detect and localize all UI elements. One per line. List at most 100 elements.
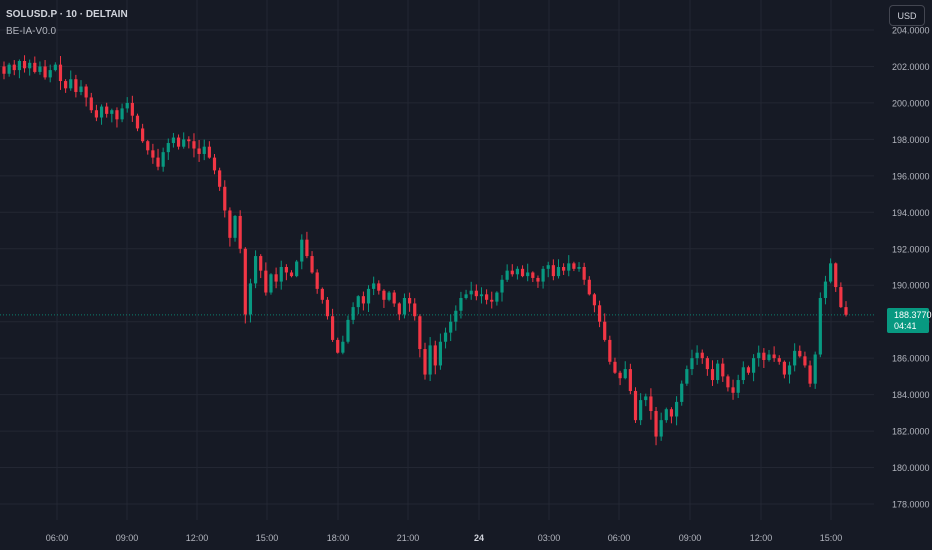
- candle-body: [418, 316, 422, 350]
- candle-down: [58, 56, 63, 90]
- candle-body: [485, 294, 489, 300]
- candle-body: [813, 354, 817, 384]
- candle-body: [207, 146, 211, 158]
- candle-body: [690, 358, 694, 370]
- candle-up: [110, 108, 114, 123]
- indicator-label[interactable]: BE-IA-V0.0: [6, 26, 57, 37]
- candle-body: [731, 387, 735, 393]
- candle-up: [526, 263, 530, 282]
- candle-down: [361, 291, 365, 311]
- candle-body: [726, 376, 730, 388]
- candle-down: [325, 297, 330, 320]
- candle-up: [171, 132, 176, 148]
- candle-up: [17, 59, 22, 79]
- candle-body: [366, 288, 371, 304]
- candle-down: [531, 271, 535, 283]
- candle-down: [782, 360, 786, 379]
- y-tick-label: 204.0000: [892, 26, 930, 36]
- candle-up: [233, 214, 237, 242]
- candle-body: [798, 350, 802, 357]
- candle-body: [562, 267, 566, 271]
- candle-body: [105, 106, 109, 114]
- candle-body: [341, 341, 345, 353]
- candle-up: [495, 291, 499, 306]
- candle-body: [79, 86, 83, 92]
- candle-up: [680, 380, 684, 406]
- candle-body: [382, 290, 386, 300]
- candle-body: [161, 152, 165, 167]
- candle-body: [402, 297, 407, 315]
- candle-body: [762, 352, 766, 360]
- candle-body: [84, 86, 88, 98]
- candle-body: [22, 60, 27, 69]
- candle-up: [741, 361, 745, 385]
- grid-lines: [0, 0, 874, 520]
- candle-down: [243, 247, 247, 324]
- candle-down: [130, 95, 134, 122]
- candle-body: [577, 267, 581, 269]
- candle-body: [520, 268, 525, 277]
- candle-down: [89, 92, 93, 114]
- candle-up: [372, 276, 376, 296]
- candle-down: [418, 314, 422, 358]
- candle-body: [710, 369, 715, 381]
- x-tick-label: 15:00: [256, 533, 279, 543]
- candle-body: [428, 345, 432, 375]
- x-tick-label: 21:00: [397, 533, 420, 543]
- candle-up: [279, 260, 283, 290]
- candle-body: [464, 294, 468, 298]
- x-axis[interactable]: 06:00 09:00 12:00 15:00 18:00 21:00 24 03:00 06:…: [46, 533, 843, 543]
- candle-body: [336, 339, 340, 353]
- candle-body: [628, 369, 632, 391]
- candle-up: [469, 281, 473, 300]
- candle-body: [253, 256, 258, 284]
- candle-body: [156, 157, 160, 167]
- candle-body: [772, 354, 776, 359]
- candle-body: [736, 380, 740, 393]
- candle-body: [315, 272, 319, 289]
- candle-down: [592, 292, 597, 313]
- candle-body: [433, 345, 437, 366]
- candle-up: [459, 291, 463, 319]
- candle-down: [207, 141, 211, 159]
- symbol-title[interactable]: SOLUSD.P · 10 · DELTAIN: [6, 9, 128, 20]
- candle-body: [654, 411, 658, 437]
- candle-down: [392, 290, 396, 307]
- candle-down: [587, 276, 591, 296]
- candle-down: [12, 60, 16, 76]
- candle-up: [300, 234, 304, 270]
- candle-down: [284, 264, 288, 281]
- candle-up: [346, 315, 350, 344]
- candle-body: [443, 332, 448, 342]
- candle-body: [99, 106, 104, 118]
- candle-up: [402, 293, 407, 319]
- candle-up: [664, 407, 668, 423]
- candle-up: [623, 361, 627, 380]
- candle-body: [269, 274, 273, 293]
- candle-down: [176, 134, 181, 150]
- x-tick-label: 15:00: [820, 533, 843, 543]
- candle-down: [597, 300, 602, 328]
- candle-body: [130, 102, 134, 116]
- candle-body: [644, 396, 648, 401]
- candle-body: [53, 64, 57, 71]
- candle-body: [526, 272, 530, 277]
- candle-down: [731, 379, 735, 400]
- candle-down: [705, 356, 709, 376]
- candle-body: [700, 352, 704, 359]
- candle-down: [772, 346, 776, 362]
- candle-up: [120, 103, 124, 123]
- x-tick-label: 06:00: [608, 533, 631, 543]
- currency-button[interactable]: USD: [889, 5, 925, 26]
- candle-up: [428, 337, 432, 382]
- candle-up: [500, 275, 504, 302]
- candle-down: [105, 102, 109, 118]
- x-tick-label: 06:00: [46, 533, 69, 543]
- candle-body: [618, 372, 622, 379]
- candle-body: [674, 401, 679, 417]
- candle-down: [551, 259, 555, 281]
- candle-down: [654, 406, 658, 446]
- candle-body: [459, 297, 463, 311]
- candle-body: [346, 319, 350, 342]
